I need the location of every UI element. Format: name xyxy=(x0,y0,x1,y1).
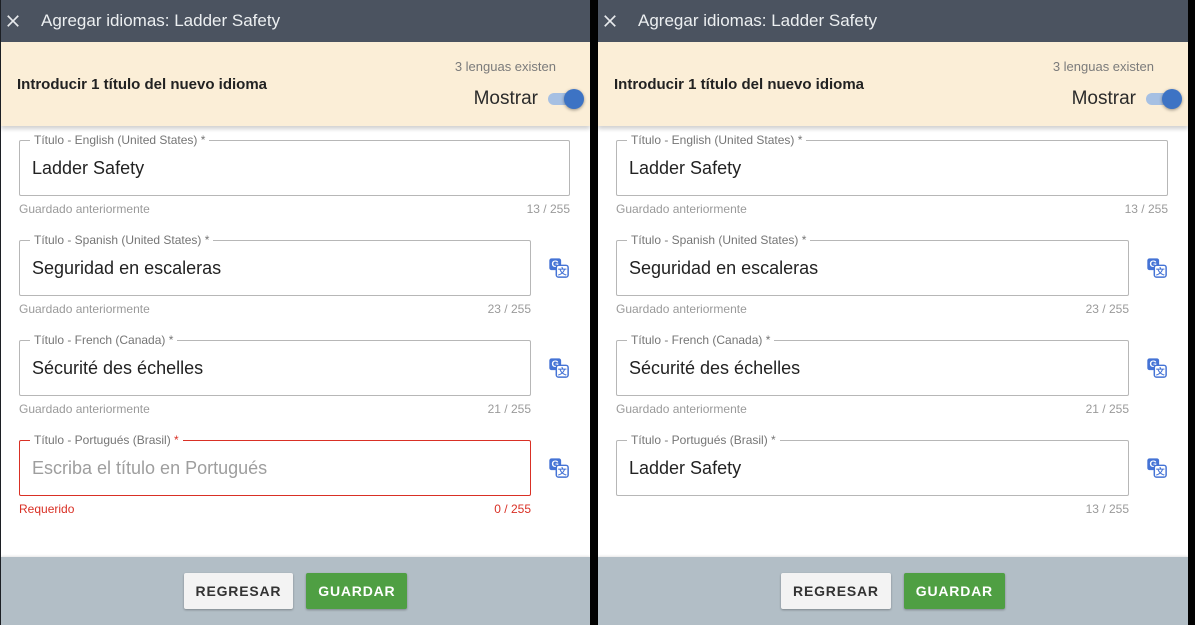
svg-text:文: 文 xyxy=(558,465,567,476)
svg-text:文: 文 xyxy=(1156,265,1165,276)
svg-text:文: 文 xyxy=(1156,465,1165,476)
svg-text:文: 文 xyxy=(558,365,567,376)
svg-text:文: 文 xyxy=(558,265,567,276)
svg-text:文: 文 xyxy=(1156,365,1165,376)
